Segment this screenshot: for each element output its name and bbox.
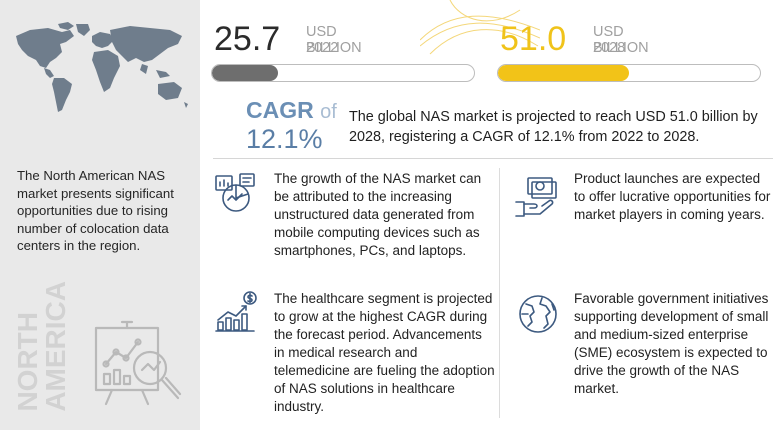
presentation-analysis-icon bbox=[94, 320, 182, 406]
divider-vertical bbox=[499, 168, 500, 418]
region-description: The North American NAS market presents s… bbox=[17, 168, 174, 254]
cagr-label: CAGR of bbox=[246, 98, 337, 124]
progress-bar-2028 bbox=[497, 64, 761, 82]
market-value-2028-year: 2028 bbox=[593, 40, 626, 56]
insight-government-initiatives: Favorable government initiatives support… bbox=[574, 291, 769, 396]
data-analytics-icon bbox=[215, 173, 255, 212]
insight-unstructured-data: The growth of the NAS market can be attr… bbox=[274, 171, 482, 258]
cagr-of: of bbox=[320, 101, 337, 123]
progress-bar-2028-fill bbox=[498, 65, 629, 81]
insight-product-launches: Product launches are expected to offer l… bbox=[574, 171, 771, 222]
market-value-2022-unit: USD BILLION bbox=[306, 24, 362, 56]
globe-icon bbox=[519, 295, 557, 333]
insight-healthcare-segment: The healthcare segment is projected to g… bbox=[274, 291, 495, 414]
market-summary: The global NAS market is projected to re… bbox=[349, 109, 758, 145]
progress-bar-2022-fill bbox=[212, 65, 278, 81]
region-name-line1: NORTH bbox=[12, 312, 43, 412]
cagr-value: 12.1% bbox=[246, 124, 323, 154]
region-name-line2: AMERICA bbox=[40, 281, 71, 412]
market-value-2022-year: 2022 bbox=[306, 40, 339, 56]
region-panel: The North American NAS market presents s… bbox=[0, 0, 200, 430]
market-value-2022-number: 25.7 bbox=[214, 20, 281, 58]
region-name: NORTH AMERICA bbox=[12, 281, 74, 412]
money-hand-icon bbox=[515, 177, 557, 217]
cagr-label-text: CAGR bbox=[246, 97, 314, 123]
decorative-swirl bbox=[420, 0, 540, 55]
world-map-icon bbox=[16, 22, 188, 112]
divider-horizontal bbox=[213, 158, 773, 159]
market-value-2028-number: 51.0 bbox=[500, 20, 567, 58]
growth-chart-dollar-icon bbox=[215, 291, 257, 332]
market-value-2028-unit: USD BILLION bbox=[593, 24, 649, 56]
progress-bar-2022 bbox=[211, 64, 475, 82]
